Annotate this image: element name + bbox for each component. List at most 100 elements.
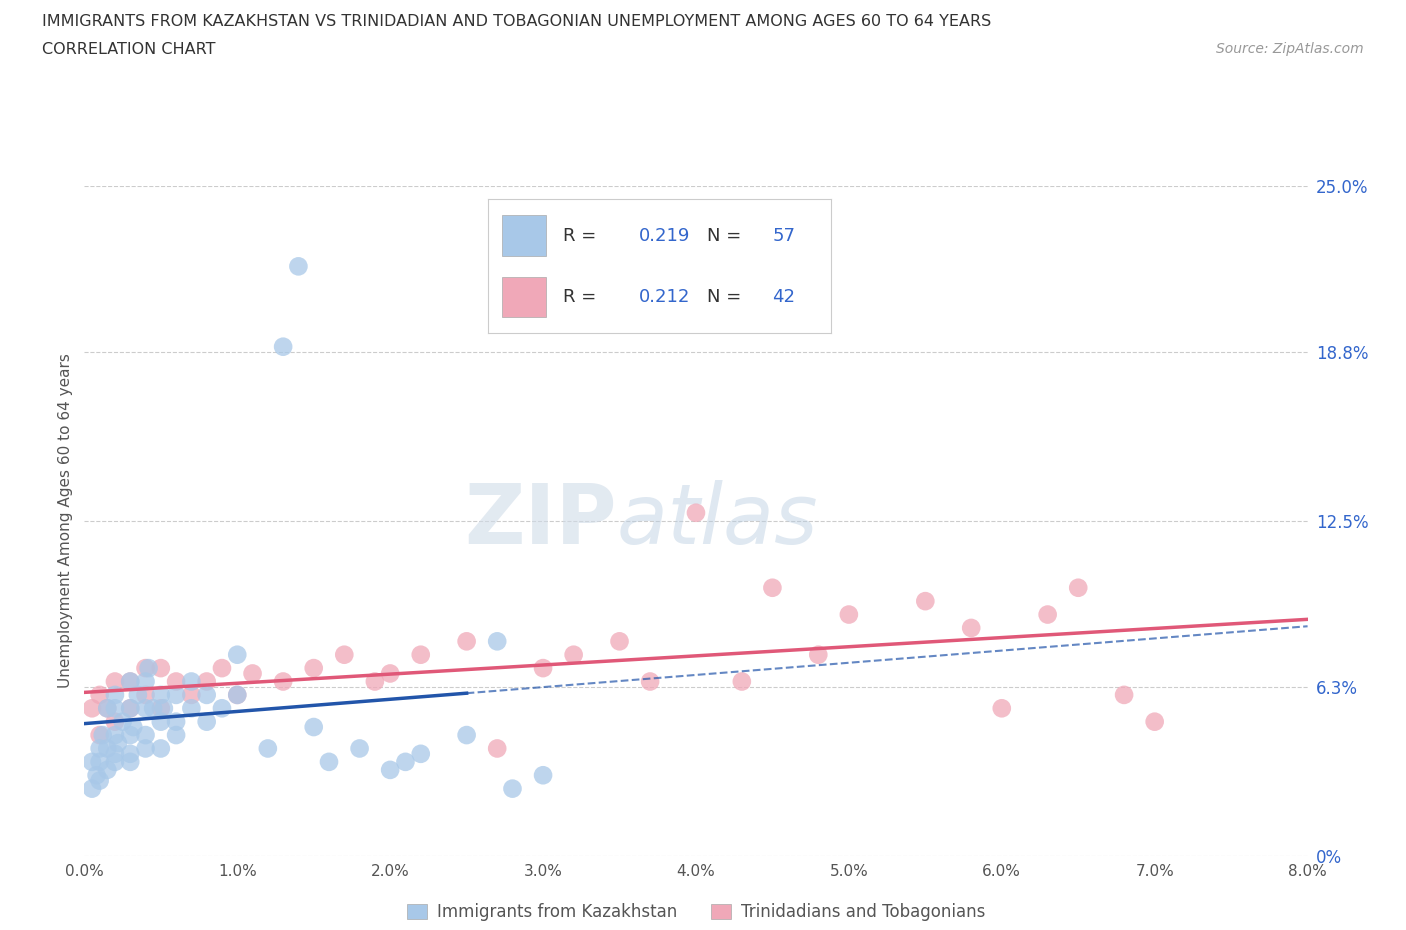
- Point: [89, 727, 111, 742]
- Point: [89, 687, 111, 702]
- Text: CORRELATION CHART: CORRELATION CHART: [42, 42, 215, 57]
- Point: [531, 660, 554, 675]
- Point: [104, 727, 127, 742]
- Point: [211, 701, 233, 716]
- Point: [120, 747, 142, 762]
- Text: IMMIGRANTS FROM KAZAKHSTAN VS TRINIDADIAN AND TOBAGONIAN UNEMPLOYMENT AMONG AGES: IMMIGRANTS FROM KAZAKHSTAN VS TRINIDADIA…: [42, 14, 991, 29]
- Point: [111, 714, 134, 729]
- Point: [380, 666, 402, 681]
- Point: [333, 647, 356, 662]
- Point: [149, 714, 172, 729]
- Point: [135, 727, 157, 742]
- Point: [135, 660, 157, 675]
- Point: [685, 505, 707, 520]
- Point: [104, 747, 127, 762]
- Point: [80, 701, 103, 716]
- Point: [180, 674, 202, 689]
- Point: [180, 701, 202, 716]
- Point: [226, 687, 249, 702]
- Point: [960, 620, 983, 635]
- Point: [89, 741, 111, 756]
- Text: Source: ZipAtlas.com: Source: ZipAtlas.com: [1216, 42, 1364, 56]
- Point: [180, 687, 202, 702]
- Point: [120, 727, 142, 742]
- Point: [257, 741, 280, 756]
- Point: [287, 259, 309, 273]
- Point: [1067, 580, 1090, 595]
- Text: atlas: atlas: [616, 480, 818, 562]
- Point: [122, 720, 145, 735]
- Point: [149, 741, 172, 756]
- Point: [302, 720, 325, 735]
- Point: [1114, 687, 1136, 702]
- Point: [149, 687, 172, 702]
- Point: [127, 687, 149, 702]
- Point: [135, 687, 157, 702]
- Point: [89, 754, 111, 769]
- Point: [153, 701, 176, 716]
- Point: [731, 674, 754, 689]
- Point: [914, 593, 936, 608]
- Point: [364, 674, 387, 689]
- Point: [120, 701, 142, 716]
- Point: [104, 754, 127, 769]
- Y-axis label: Unemployment Among Ages 60 to 64 years: Unemployment Among Ages 60 to 64 years: [58, 353, 73, 688]
- Point: [120, 674, 142, 689]
- Point: [380, 763, 402, 777]
- Point: [104, 674, 127, 689]
- Point: [80, 754, 103, 769]
- Point: [409, 747, 432, 762]
- Point: [135, 701, 157, 716]
- Point: [409, 647, 432, 662]
- Point: [96, 741, 118, 756]
- Point: [120, 674, 142, 689]
- Point: [486, 634, 509, 649]
- Point: [302, 660, 325, 675]
- Point: [142, 701, 165, 716]
- Point: [318, 754, 340, 769]
- Point: [104, 714, 127, 729]
- Point: [135, 674, 157, 689]
- Point: [226, 687, 249, 702]
- Point: [349, 741, 371, 756]
- Point: [271, 339, 294, 354]
- Point: [638, 674, 661, 689]
- Point: [149, 701, 172, 716]
- Point: [486, 741, 509, 756]
- Point: [562, 647, 585, 662]
- Point: [104, 687, 127, 702]
- Point: [89, 773, 111, 788]
- Point: [807, 647, 830, 662]
- Point: [120, 754, 142, 769]
- Point: [1143, 714, 1166, 729]
- Point: [211, 660, 233, 675]
- Legend: Immigrants from Kazakhstan, Trinidadians and Tobagonians: Immigrants from Kazakhstan, Trinidadians…: [401, 897, 991, 927]
- Point: [531, 768, 554, 783]
- Point: [761, 580, 783, 595]
- Point: [165, 687, 187, 702]
- Point: [838, 607, 860, 622]
- Point: [149, 660, 172, 675]
- Point: [456, 634, 478, 649]
- Point: [165, 727, 187, 742]
- Point: [456, 727, 478, 742]
- Point: [195, 687, 218, 702]
- Point: [165, 714, 187, 729]
- Point: [107, 736, 129, 751]
- Text: ZIP: ZIP: [464, 480, 616, 562]
- Point: [609, 634, 631, 649]
- Point: [96, 763, 118, 777]
- Point: [242, 666, 264, 681]
- Point: [195, 714, 218, 729]
- Point: [120, 701, 142, 716]
- Point: [104, 701, 127, 716]
- Point: [394, 754, 416, 769]
- Point: [195, 674, 218, 689]
- Point: [135, 741, 157, 756]
- Point: [271, 674, 294, 689]
- Point: [1036, 607, 1059, 622]
- Point: [991, 701, 1014, 716]
- Point: [226, 647, 249, 662]
- Point: [165, 674, 187, 689]
- Point: [80, 781, 103, 796]
